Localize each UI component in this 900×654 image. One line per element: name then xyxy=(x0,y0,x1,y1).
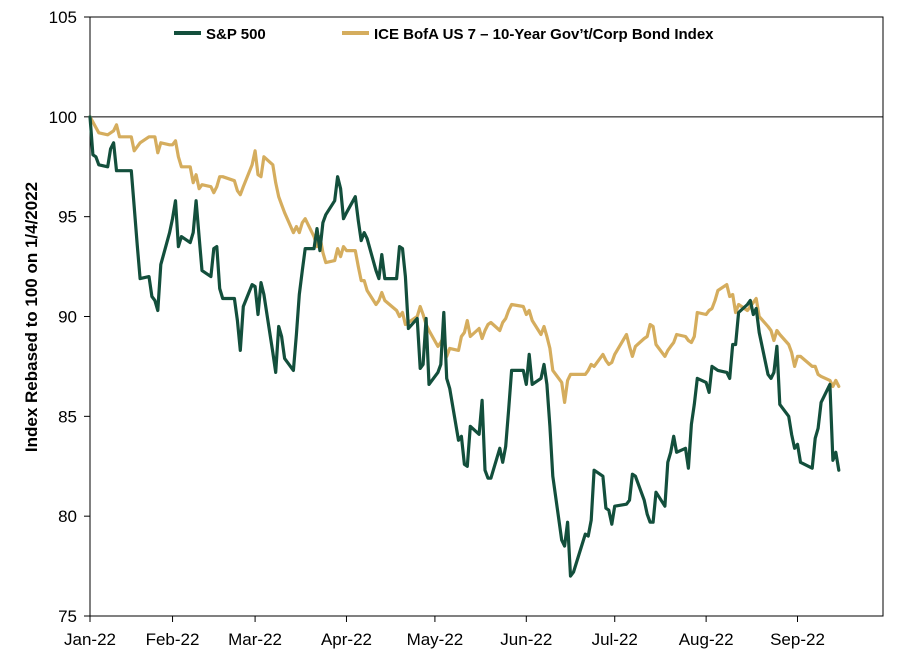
x-tick-label: Mar-22 xyxy=(228,630,282,649)
x-tick-label: Jun-22 xyxy=(500,630,552,649)
x-tick-label: Apr-22 xyxy=(321,630,372,649)
x-axis: Jan-22 Feb-22 Mar-22 Apr-22 May-22 Jun-22 Jul-… xyxy=(64,616,825,649)
y-tick-label: 75 xyxy=(58,607,77,626)
y-tick-label: 85 xyxy=(58,407,77,426)
series-line-bond-index xyxy=(88,115,841,404)
legend-label-bond-index: ICE BofA US 7 – 10-Year Gov’t/Corp Bond … xyxy=(374,26,714,43)
series-line-sp500 xyxy=(88,115,841,578)
y-tick-label: 105 xyxy=(49,8,77,27)
x-tick-label: Jul-22 xyxy=(592,630,638,649)
y-tick-label: 95 xyxy=(58,208,77,227)
legend-label-sp500: S&P 500 xyxy=(206,26,266,43)
y-tick-label: 80 xyxy=(58,507,77,526)
plot-area xyxy=(89,16,884,617)
y-tick-label: 90 xyxy=(58,308,77,327)
y-axis: 75 80 85 90 95 100 105 xyxy=(49,8,90,626)
legend: S&P 500 ICE BofA US 7 – 10-Year Gov’t/Co… xyxy=(174,26,714,43)
x-tick-label: Sep-22 xyxy=(770,630,825,649)
y-axis-title: Index Rebased to 100 on 1/4/2022 xyxy=(22,182,41,452)
series-lines xyxy=(88,115,841,578)
plot-border xyxy=(89,16,884,617)
x-tick-label: Jan-22 xyxy=(64,630,116,649)
x-tick-label: Feb-22 xyxy=(146,630,200,649)
y-tick-label: 100 xyxy=(49,108,77,127)
x-tick-label: Aug-22 xyxy=(679,630,734,649)
x-tick-label: May-22 xyxy=(407,630,464,649)
